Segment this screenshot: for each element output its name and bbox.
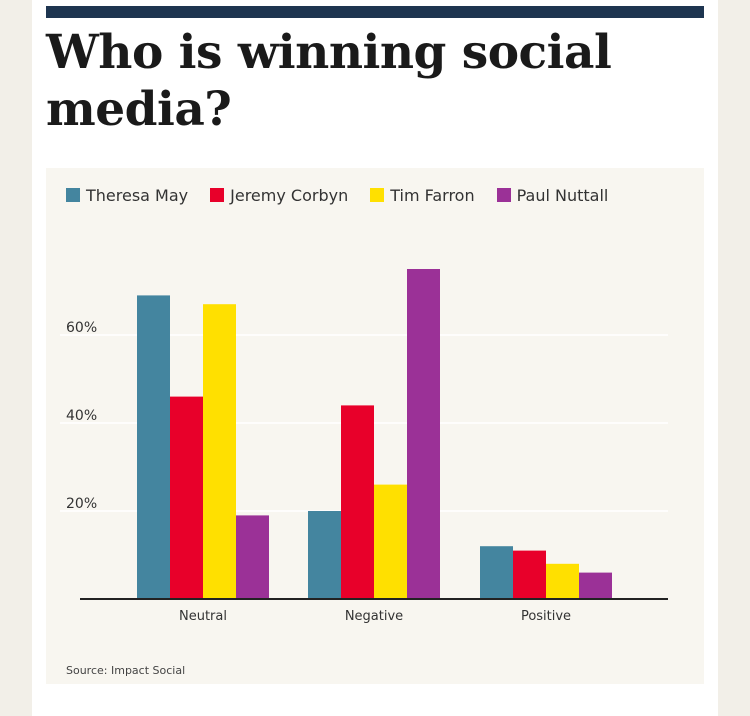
y-tick-label: 60% bbox=[66, 320, 97, 336]
legend-item-tim-farron: Tim Farron bbox=[370, 185, 475, 205]
legend-item-jeremy-corbyn: Jeremy Corbyn bbox=[210, 186, 348, 205]
legend-label: Jeremy Corbyn bbox=[230, 185, 349, 205]
y-tick-label: 20% bbox=[66, 496, 97, 512]
bar-paul-nuttall-negative bbox=[407, 269, 440, 599]
bar-theresa-may-neutral bbox=[137, 295, 170, 599]
x-tick-label: Negative bbox=[345, 609, 403, 624]
legend-swatch bbox=[210, 188, 225, 202]
bar-jeremy-corbyn-neutral bbox=[170, 396, 203, 599]
chart-container: 20% 40% 60% Neutral Negative Positive Theresa… bbox=[46, 168, 704, 684]
chart-source: Source: Impact Social bbox=[66, 664, 186, 677]
legend-swatch bbox=[370, 188, 385, 202]
bar-tim-farron-neutral bbox=[203, 304, 236, 599]
bar-theresa-may-positive bbox=[480, 546, 513, 599]
top-accent-bar bbox=[46, 6, 704, 18]
legend-label: Theresa May bbox=[86, 185, 189, 205]
bar-jeremy-corbyn-negative bbox=[341, 405, 374, 599]
bar-tim-farron-positive bbox=[546, 563, 579, 599]
bar-paul-nuttall-positive bbox=[579, 572, 612, 599]
chart-legend: Theresa May Jeremy Corbyn Tim Farron Paul N… bbox=[66, 185, 630, 205]
legend-item-paul-nuttall: Paul Nuttall bbox=[496, 185, 609, 205]
bar-jeremy-corbyn-positive bbox=[513, 550, 546, 599]
legend-label: Paul Nuttall bbox=[516, 185, 609, 205]
bar-paul-nuttall-neutral bbox=[236, 515, 269, 599]
bar-chart: 20% 40% 60% Neutral Negative Positive bbox=[60, 269, 668, 624]
x-tick-label: Positive bbox=[521, 609, 571, 624]
legend-label: Tim Farron bbox=[390, 185, 475, 205]
legend-item-theresa-may: Theresa May bbox=[66, 186, 188, 205]
bar-tim-farron-negative bbox=[374, 484, 407, 599]
legend-swatch bbox=[496, 188, 511, 202]
page-title: Who is winning social media? bbox=[46, 25, 612, 137]
y-tick-label: 40% bbox=[66, 408, 97, 424]
bar-theresa-may-negative bbox=[308, 511, 341, 599]
legend-swatch bbox=[66, 188, 80, 202]
x-tick-label: Neutral bbox=[179, 609, 227, 624]
